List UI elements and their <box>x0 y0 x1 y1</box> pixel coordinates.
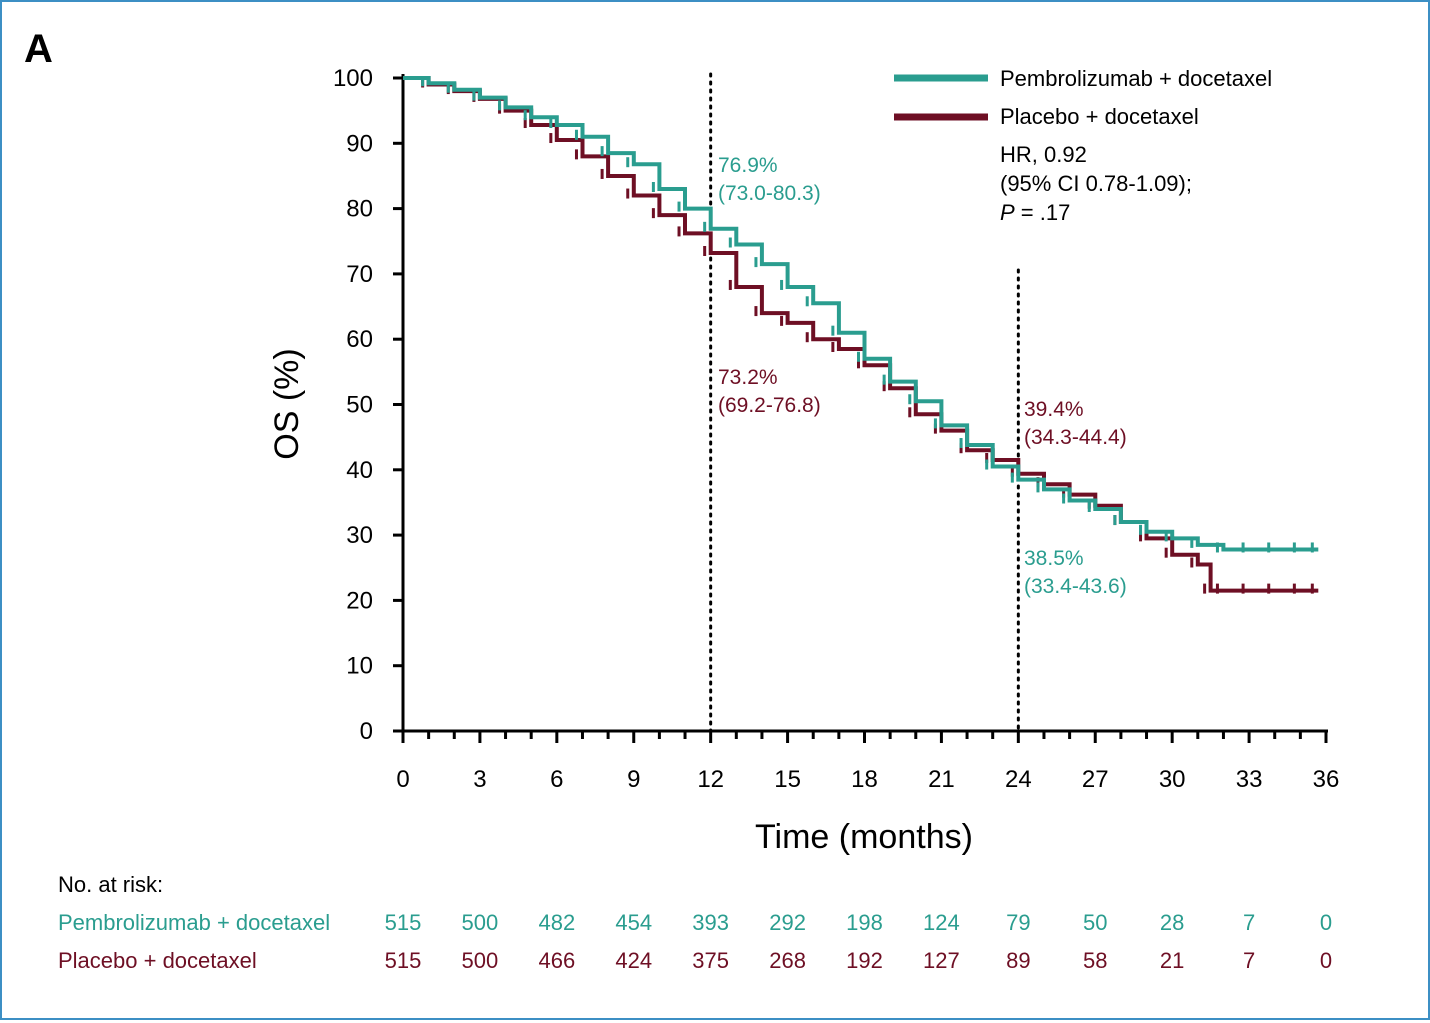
legend: Pembrolizumab + docetaxel Placebo + doce… <box>894 66 1272 129</box>
x-tick-label: 3 <box>473 766 486 793</box>
annotation-12m-placebo-ci: (69.2-76.8) <box>718 394 821 417</box>
y-tick-label: 60 <box>346 326 373 353</box>
legend-label-pembro: Pembrolizumab + docetaxel <box>1000 66 1272 91</box>
risk-value: 482 <box>538 910 575 935</box>
risk-value: 192 <box>846 948 883 973</box>
hr-line-2: (95% CI 0.78-1.09); <box>1000 171 1192 196</box>
y-tick-label: 40 <box>346 457 373 484</box>
x-tick-label: 6 <box>550 766 563 793</box>
p-value: = .17 <box>1015 200 1071 225</box>
risk-value: 393 <box>692 910 729 935</box>
risk-value: 268 <box>769 948 806 973</box>
y-tick-label: 0 <box>360 718 373 745</box>
risk-value: 0 <box>1320 948 1332 973</box>
risk-value: 454 <box>615 910 652 935</box>
risk-value: 500 <box>462 948 499 973</box>
risk-value: 79 <box>1006 910 1030 935</box>
x-tick-label: 24 <box>1005 766 1032 793</box>
x-tick-label: 12 <box>697 766 724 793</box>
risk-value: 89 <box>1006 948 1030 973</box>
risk-value: 58 <box>1083 948 1107 973</box>
landmark-annotations: 76.9% (73.0-80.3) 73.2% (69.2-76.8) 39.4… <box>718 154 1127 598</box>
risk-value: 28 <box>1160 910 1184 935</box>
p-symbol: P <box>1000 200 1015 225</box>
risk-value: 515 <box>385 910 422 935</box>
y-tick-label: 50 <box>346 392 373 419</box>
risk-value: 0 <box>1320 910 1332 935</box>
risk-value: 292 <box>769 910 806 935</box>
x-tick-label: 18 <box>851 766 878 793</box>
x-tick-label: 0 <box>396 766 409 793</box>
risk-value: 127 <box>923 948 960 973</box>
risk-value: 7 <box>1243 948 1255 973</box>
risk-row-label-pembro: Pembrolizumab + docetaxel <box>58 910 330 935</box>
risk-value: 50 <box>1083 910 1107 935</box>
curve-pembro <box>403 76 1319 552</box>
risk-row-label-placebo: Placebo + docetaxel <box>58 948 257 973</box>
y-tick-label: 80 <box>346 196 373 223</box>
x-tick-label: 30 <box>1159 766 1186 793</box>
y-tick-label: 10 <box>346 653 373 680</box>
annotation-24m-pembro-value: 38.5% <box>1024 547 1084 570</box>
x-axis-label: Time (months) <box>755 818 973 856</box>
x-tick-label: 9 <box>627 766 640 793</box>
risk-value: 124 <box>923 910 960 935</box>
hazard-ratio-text: HR, 0.92 (95% CI 0.78-1.09); P = .17 <box>1000 142 1192 225</box>
x-tick-label: 15 <box>774 766 801 793</box>
risk-value: 21 <box>1160 948 1184 973</box>
x-tick-label: 21 <box>928 766 955 793</box>
risk-values: 515 500 482 454 393 292 198 124 79 50 28 7 0 515 500 46… <box>385 910 1332 973</box>
hr-line-3: P = .17 <box>1000 200 1070 225</box>
y-tick-label: 70 <box>346 261 373 288</box>
y-axis-label: OS (%) <box>268 348 306 459</box>
annotation-24m-placebo-value: 39.4% <box>1024 398 1084 421</box>
risk-table: No. at risk: Pembrolizumab + docetaxel P… <box>58 872 1332 973</box>
y-tick-label: 20 <box>346 587 373 614</box>
x-tick-label: 33 <box>1236 766 1263 793</box>
survival-curves <box>403 76 1319 594</box>
x-tick-label: 27 <box>1082 766 1109 793</box>
annotation-24m-pembro-ci: (33.4-43.6) <box>1024 575 1127 598</box>
y-tick-label: 90 <box>346 130 373 157</box>
legend-label-placebo: Placebo + docetaxel <box>1000 104 1199 129</box>
reference-lines <box>709 72 1020 733</box>
hr-line-1: HR, 0.92 <box>1000 142 1087 167</box>
y-tick-label: 100 <box>333 65 373 92</box>
risk-value: 198 <box>846 910 883 935</box>
risk-value: 500 <box>462 910 499 935</box>
risk-value: 375 <box>692 948 729 973</box>
risk-table-header: No. at risk: <box>58 872 163 897</box>
x-tick-label: 36 <box>1313 766 1340 793</box>
risk-value: 466 <box>538 948 575 973</box>
panel-label: A <box>24 27 53 71</box>
annotation-12m-pembro-ci: (73.0-80.3) <box>718 182 821 205</box>
y-tick-label: 30 <box>346 522 373 549</box>
risk-value: 515 <box>385 948 422 973</box>
annotation-12m-placebo-value: 73.2% <box>718 366 778 389</box>
risk-value: 424 <box>615 948 652 973</box>
annotation-12m-pembro-value: 76.9% <box>718 154 778 177</box>
annotation-24m-placebo-ci: (34.3-44.4) <box>1024 426 1127 449</box>
risk-value: 7 <box>1243 910 1255 935</box>
